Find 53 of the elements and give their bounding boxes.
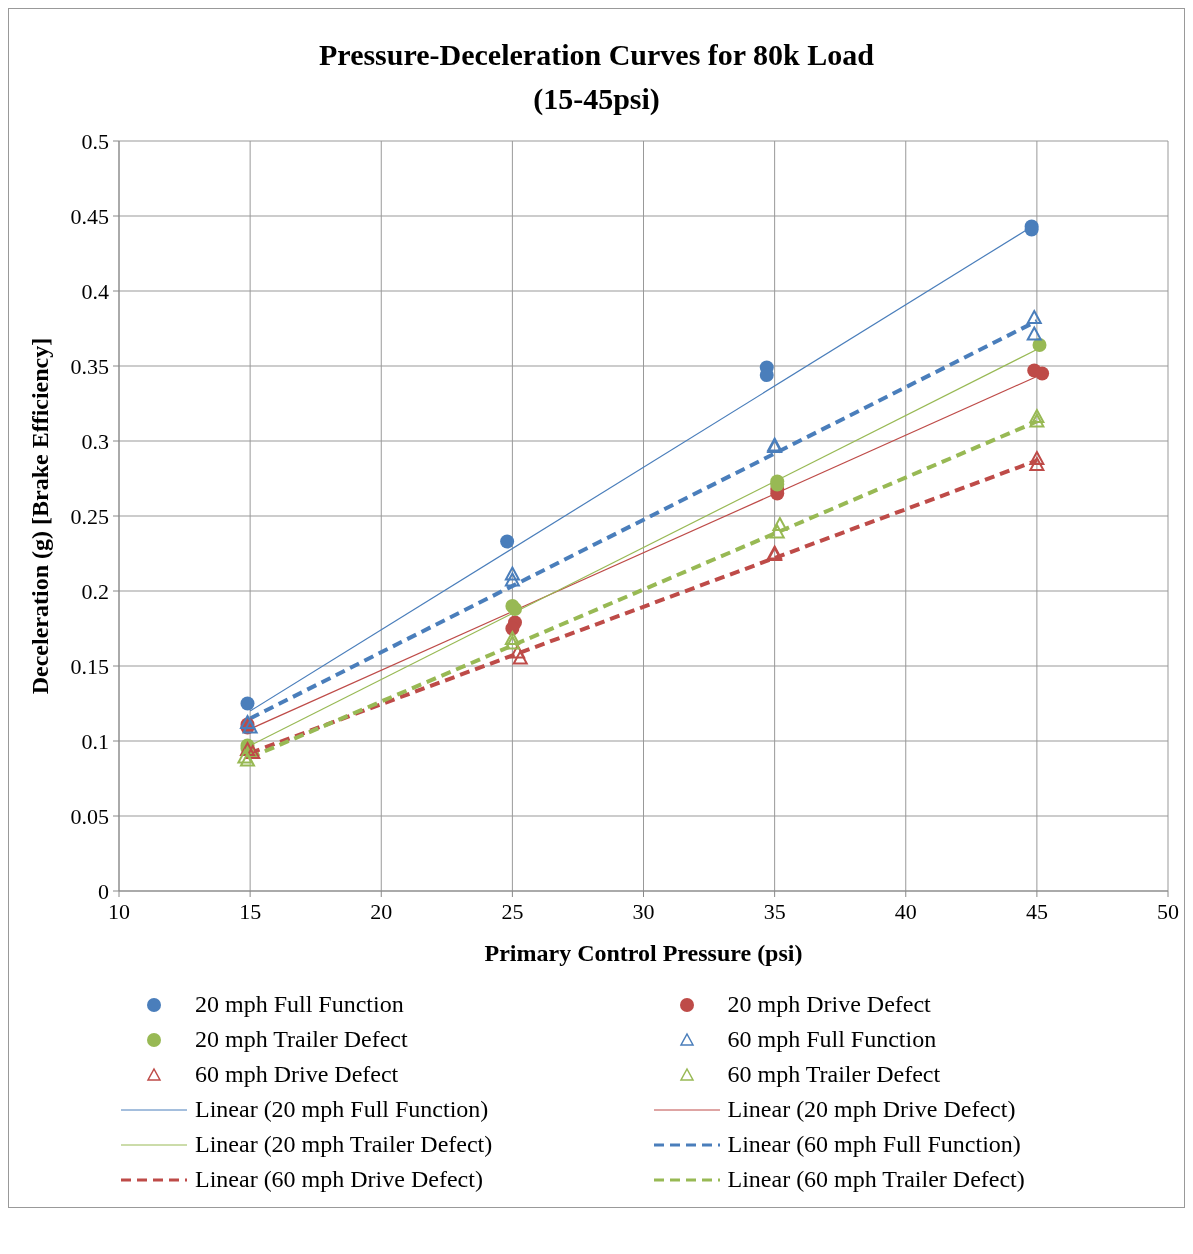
x-tick-label: 40	[894, 898, 917, 924]
point	[1026, 310, 1042, 324]
point	[769, 524, 785, 539]
y-tick-label: 0.05	[70, 803, 109, 829]
y-tick-label: 0.4	[81, 278, 109, 304]
x-axis-title: Primary Control Pressure (psi)	[484, 940, 803, 966]
point	[245, 745, 261, 759]
x-tick-label: 10	[108, 898, 130, 924]
y-tick-label: 0.25	[70, 503, 109, 529]
x-tick-label: 15	[239, 898, 262, 924]
x-tick-label: 50	[1157, 898, 1179, 924]
point	[1029, 413, 1045, 428]
x-tick-label: 30	[632, 898, 655, 924]
point	[510, 644, 526, 659]
point	[500, 534, 515, 549]
y-axis-title: Deceleration (g) [Brake Efficiency]	[26, 337, 53, 695]
point	[512, 650, 528, 665]
y-tick-label: 0.2	[81, 578, 109, 604]
point	[1026, 326, 1042, 341]
point	[504, 566, 520, 581]
y-tick-label: 0.15	[70, 653, 109, 679]
legend-label: Linear (60 mph Drive Defect)	[195, 1166, 483, 1193]
point	[1029, 457, 1045, 471]
y-tick-label: 0.1	[81, 728, 109, 754]
legend-label: Linear (20 mph Trailer Defect)	[195, 1131, 493, 1158]
x-tick-label: 35	[763, 898, 786, 924]
x-tick-label: 25	[501, 898, 524, 924]
point	[240, 696, 255, 711]
y-tick-label: 0.5	[81, 128, 109, 154]
y-tick-label: 0.3	[81, 428, 109, 454]
y-tick-label: 0	[98, 878, 109, 904]
y-tick-label: 0.45	[70, 203, 109, 229]
chart-title: Pressure-Deceleration Curves for 80k Load (15-45psi)	[318, 37, 875, 117]
y-tick-label: 0.35	[70, 353, 109, 379]
legend-label: 60 mph Full Function	[727, 1026, 937, 1053]
legend-label: Linear (20 mph Full Function)	[195, 1096, 489, 1123]
legend-label: Linear (60 mph Trailer Defect)	[727, 1166, 1025, 1193]
x-tick-label: 20	[370, 898, 393, 924]
point	[1029, 409, 1045, 423]
legend-label: 20 mph Trailer Defect	[195, 1026, 408, 1053]
legend-label: Linear (60 mph Full Function)	[727, 1131, 1021, 1158]
x-tick-label: 45	[1025, 898, 1048, 924]
point	[1035, 366, 1050, 381]
legend-label: 60 mph Trailer Defect	[727, 1061, 941, 1088]
legend-label: 20 mph Drive Defect	[727, 991, 931, 1018]
legend-label: Linear (20 mph Drive Defect)	[727, 1096, 1016, 1123]
legend-label: 60 mph Drive Defect	[195, 1061, 399, 1088]
point	[504, 631, 520, 645]
point	[504, 572, 520, 587]
point	[504, 635, 520, 650]
legend-label: 20 mph Full Function	[195, 991, 404, 1018]
point	[1029, 451, 1045, 465]
point	[772, 517, 788, 531]
